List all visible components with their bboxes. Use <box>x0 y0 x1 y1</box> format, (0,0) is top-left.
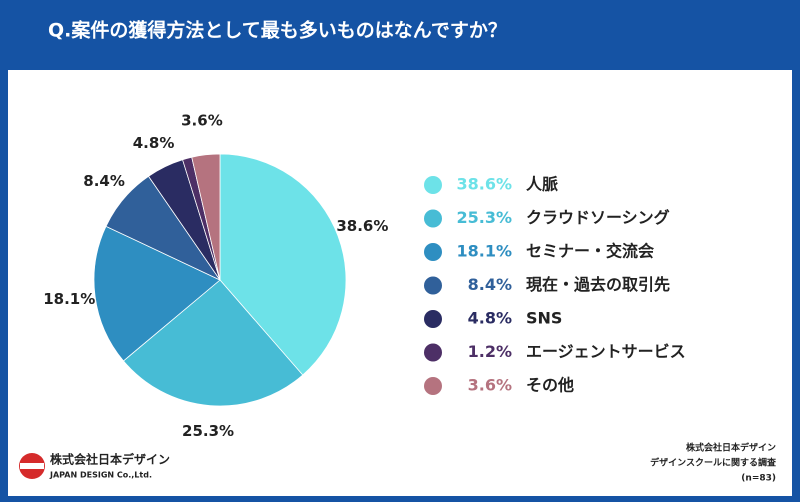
legend-label: セミナー・交流会 <box>526 242 654 261</box>
slice-label: 4.8% <box>133 134 175 152</box>
logo-english: JAPAN DESIGN Co.,Ltd. <box>49 471 152 480</box>
legend-marker <box>424 276 442 295</box>
legend-label: クラウドソーシング <box>526 208 670 227</box>
legend-marker <box>424 209 442 228</box>
slice-label: 18.1% <box>43 290 95 308</box>
logo-company: 株式会社日本デザイン <box>50 452 170 467</box>
legend-marker <box>424 310 442 328</box>
legend-label: 人脈 <box>526 175 558 194</box>
legend-marker <box>424 176 442 194</box>
legend-marker <box>424 243 442 261</box>
logo-icon-bar <box>20 463 44 469</box>
legend-value: 25.3% <box>456 208 512 227</box>
slice-label: 38.6% <box>336 217 388 235</box>
legend-value: 18.1% <box>456 242 512 261</box>
legend-marker <box>424 343 442 362</box>
legend-label: その他 <box>526 376 574 395</box>
legend-label: エージェントサービス <box>526 342 686 361</box>
legend-label: 現在・過去の取引先 <box>526 275 670 294</box>
pie-slice <box>122 279 304 407</box>
note: 株式会社日本デザイン <box>686 442 776 454</box>
legend-label: SNS <box>526 309 562 328</box>
legend-value: 3.6% <box>468 376 512 395</box>
legend-value: 4.8% <box>468 309 512 328</box>
legend-value: 38.6% <box>456 175 512 194</box>
chart-title: Q.案件の獲得方法として最も多いものはなんですか？ <box>48 19 507 42</box>
legend-value: 8.4% <box>468 275 512 294</box>
legend-marker <box>424 377 442 395</box>
pie-slice <box>191 153 221 281</box>
slice-label: 8.4% <box>83 172 125 190</box>
note: デザインスクールに関する調査 <box>650 457 777 469</box>
legend-value: 1.2% <box>468 342 512 361</box>
slice-label: 3.6% <box>181 112 223 130</box>
note: (n=83) <box>741 474 776 484</box>
slice-label: 25.3% <box>182 422 234 440</box>
pie-slice <box>219 153 347 376</box>
pie-slice <box>93 225 221 362</box>
